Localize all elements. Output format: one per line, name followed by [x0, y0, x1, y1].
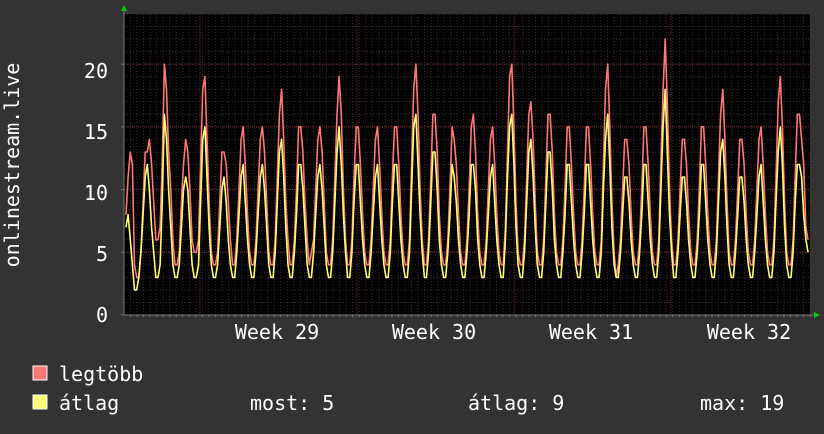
- x-axis-arrow: [814, 312, 820, 318]
- legend-swatch-max: [33, 366, 47, 380]
- y-axis-arrow: [121, 5, 127, 11]
- legend-swatch-avg: [33, 395, 47, 409]
- y-tick-label: 15: [84, 120, 108, 144]
- legend-label-max: legtöbb: [59, 362, 143, 386]
- y-tick-label: 20: [84, 59, 108, 83]
- legend-label-avg: átlag: [59, 391, 119, 415]
- y-tick-label: 10: [84, 181, 108, 205]
- y-tick-label: 0: [96, 303, 108, 327]
- x-tick-label: Week 30: [392, 320, 476, 344]
- stat-current: most: 5: [250, 391, 334, 415]
- stat-average: átlag: 9: [468, 391, 564, 415]
- y-axis-title: onlinestream.live: [0, 63, 24, 268]
- x-tick-label: Week 31: [549, 320, 633, 344]
- y-tick-label: 5: [96, 242, 108, 266]
- stat-maximum: max: 19: [700, 391, 784, 415]
- x-tick-label: Week 29: [235, 320, 319, 344]
- x-tick-label: Week 32: [707, 320, 791, 344]
